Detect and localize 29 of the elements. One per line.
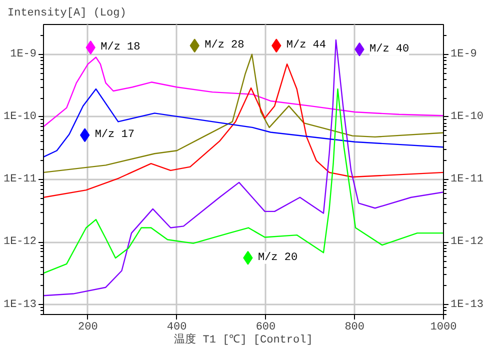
text: 1E-9 <box>450 48 477 60</box>
text: 1E-10 <box>450 110 484 123</box>
y-tick-label: 1E-11 <box>3 174 37 186</box>
text: 1E-11 <box>450 174 484 186</box>
y-tick-label: 1E-13 <box>3 298 37 311</box>
x-tick-label: 800 <box>344 322 365 334</box>
legend-label: M/z 18 <box>100 41 140 54</box>
line-series <box>44 63 444 198</box>
text: 1E-12 <box>450 236 484 248</box>
x-tick-label: 600 <box>256 322 276 334</box>
line-series <box>44 39 444 296</box>
legend-label: M/z 40 <box>370 43 410 56</box>
line-series <box>44 56 444 128</box>
y-axis-title: Intensity[A] (Log) <box>8 8 126 20</box>
legend-label: M/z 17 <box>94 129 134 142</box>
line-series <box>44 88 444 158</box>
legend-label: M/z 28 <box>204 40 244 52</box>
x-tick-label: 200 <box>78 322 98 334</box>
x-tick-label: 1000 <box>430 322 457 334</box>
text: 1E-13 <box>450 298 484 311</box>
y-tick-label: 1E-9 <box>10 48 36 60</box>
line-series <box>44 88 444 274</box>
x-axis-title: 温度 T1 [℃] [Control] <box>174 332 313 346</box>
y-tick-label: 1E-10 <box>3 110 37 123</box>
x-tick-label: 400 <box>166 322 187 334</box>
y-tick-label: 1E-12 <box>3 236 37 248</box>
line-series <box>44 54 444 174</box>
legend-label: M/z 44 <box>286 40 326 52</box>
legend-label: M/z 20 <box>258 252 298 264</box>
